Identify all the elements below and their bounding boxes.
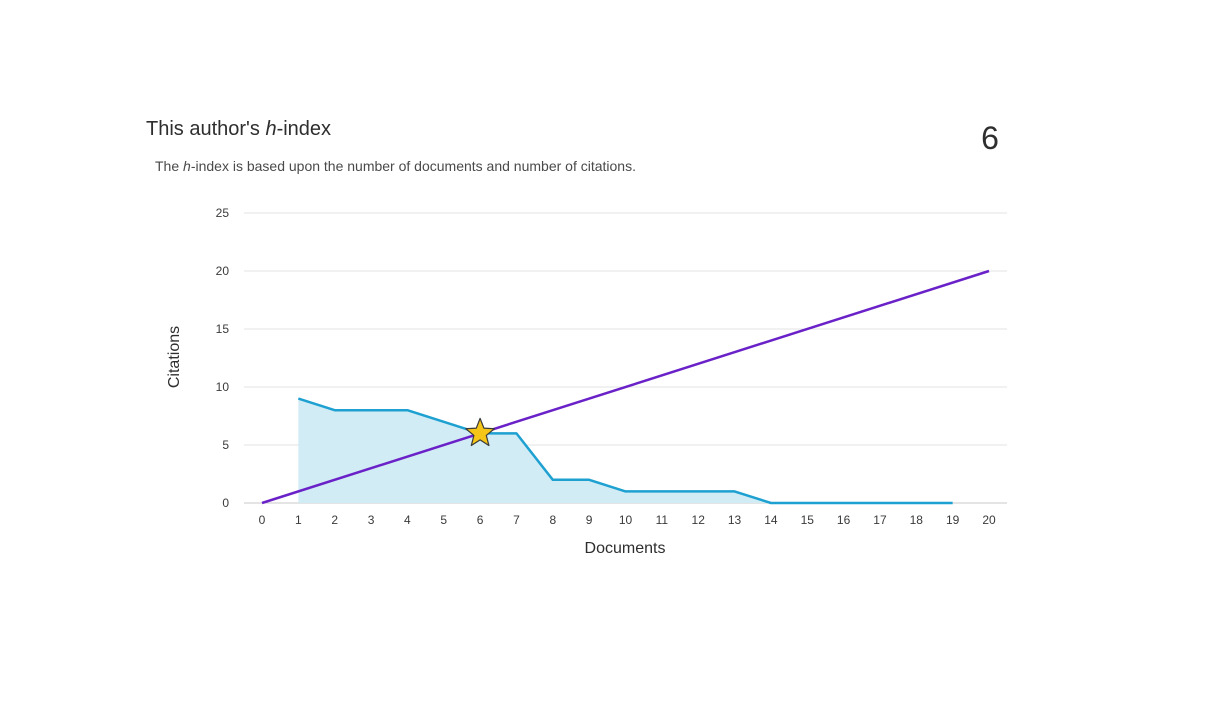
- x-tick-label: 17: [873, 513, 887, 527]
- x-tick-label: 3: [368, 513, 375, 527]
- x-tick-label: 5: [440, 513, 447, 527]
- y-tick-label: 15: [216, 322, 230, 336]
- x-axis-label: Documents: [585, 540, 666, 557]
- chart-subtitle: The h-index is based upon the number of …: [155, 158, 636, 174]
- title-prefix: This author's: [146, 118, 266, 140]
- series-layer: [261, 269, 990, 505]
- x-tick-label: 4: [404, 513, 411, 527]
- chart-title: This author's h-index: [146, 118, 331, 141]
- subtitle-suffix: -index is based upon the number of docum…: [190, 158, 636, 174]
- y-tick-label: 20: [216, 264, 230, 278]
- x-tick-label: 19: [946, 513, 960, 527]
- y-axis-ticks: 0 5 10 15 20 25: [216, 206, 230, 510]
- x-tick-label: 13: [728, 513, 742, 527]
- x-tick-label: 9: [586, 513, 593, 527]
- x-tick-label: 12: [692, 513, 706, 527]
- star-icon: [465, 417, 495, 447]
- x-axis-ticks: 0 1 2 3 4 5 6 7 8 9 10 11 12 13 14 15 16 17 18 19 20: [259, 513, 996, 527]
- subtitle-prefix: The: [155, 158, 184, 174]
- x-tick-label: 16: [837, 513, 851, 527]
- x-tick-label: 14: [764, 513, 778, 527]
- x-tick-label: 8: [549, 513, 556, 527]
- x-tick-label: 1: [295, 513, 302, 527]
- x-tick-label: 11: [656, 513, 669, 527]
- subtitle-h: h: [183, 158, 191, 174]
- x-tick-label: 7: [513, 513, 520, 527]
- y-tick-label: 5: [222, 438, 229, 452]
- title-suffix: -index: [276, 118, 332, 140]
- x-tick-label: 18: [910, 513, 924, 527]
- title-h: h: [265, 118, 277, 140]
- x-tick-label: 10: [619, 513, 633, 527]
- x-tick-label: 2: [331, 513, 338, 527]
- citations-area: [298, 398, 953, 503]
- x-tick-label: 0: [259, 513, 266, 527]
- x-tick-label: 6: [477, 513, 484, 527]
- x-tick-label: 15: [801, 513, 815, 527]
- y-tick-label: 0: [222, 496, 229, 510]
- documents-diagonal-line: [261, 269, 990, 505]
- y-tick-label: 25: [216, 206, 230, 220]
- h-index-value: 6: [981, 120, 999, 156]
- y-tick-label: 10: [216, 380, 230, 394]
- x-tick-label: 20: [982, 513, 996, 527]
- y-axis-label: Citations: [166, 326, 183, 388]
